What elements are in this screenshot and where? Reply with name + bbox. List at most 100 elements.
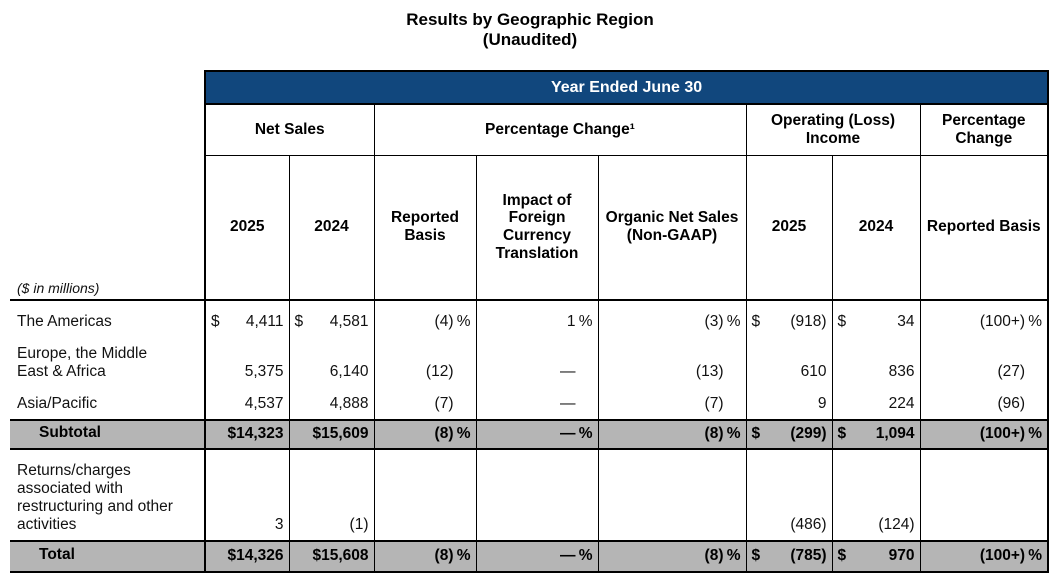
cell-value: — xyxy=(560,363,576,380)
cell-value: (100+) xyxy=(979,546,1026,564)
cell-value: (8) xyxy=(704,546,724,564)
cell-value: 1 xyxy=(566,313,576,330)
col-net-sales-2025: 2025 xyxy=(204,154,290,301)
page-title: Results by Geographic Region xyxy=(406,10,654,29)
cell-content: (124) xyxy=(838,516,915,534)
cell-net-sales-2025: $14,326 xyxy=(204,541,290,573)
dollar-sign: $ xyxy=(211,313,220,330)
cell-content: $ (299) xyxy=(752,425,827,443)
cell-oi-2024: $34 xyxy=(831,300,921,337)
cell-pct-fx-translation: —% xyxy=(475,541,599,573)
cell-value: — xyxy=(560,424,576,442)
cell-content: (7) xyxy=(380,395,471,413)
cell-oi-pct-reported-basis: (27) xyxy=(919,337,1050,387)
dollar-sign: $ xyxy=(837,546,847,564)
dollar-sign: $ xyxy=(751,313,761,330)
cell-value: (8) xyxy=(434,424,454,442)
cell-value: (12) xyxy=(425,363,454,380)
cell-net-sales-2024: (1) xyxy=(288,449,375,542)
percent-suffix: % xyxy=(1028,313,1043,330)
percent-suffix: % xyxy=(456,546,471,564)
cell-pct-organic-net-sales: (13) xyxy=(597,337,747,387)
cell-value: $15,609 xyxy=(312,424,369,442)
cell-oi-2025: 9 xyxy=(745,387,833,421)
cell-content: —% xyxy=(482,425,593,443)
cell-pct-fx-translation: —% xyxy=(475,420,599,450)
cell-oi-pct-reported-basis: (100+)% xyxy=(919,541,1050,573)
cell-value: (7) xyxy=(434,395,454,412)
cell-content: 4,537 xyxy=(211,395,284,413)
cell-value: (8) xyxy=(434,546,454,564)
percent-suffix: % xyxy=(578,546,593,564)
cell-value: (1) xyxy=(349,516,369,533)
cell-value: 224 xyxy=(888,395,915,412)
col-pct-fx-translation: Impact of Foreign Currency Translation xyxy=(475,154,599,301)
table-row: Total $14,326 $15,608 (8)% —% (8)% $ (785) $970(… xyxy=(10,541,1050,573)
cell-value: 3 xyxy=(274,516,284,533)
cell-value: $14,323 xyxy=(227,424,284,442)
cell-content: 5,375 xyxy=(211,363,284,381)
row-label: Subtotal xyxy=(10,420,205,450)
cell-value: 9 xyxy=(817,395,827,412)
cell-content: $34 xyxy=(838,313,915,331)
cell-content: $15,609 xyxy=(295,424,369,443)
cell-oi-pct-reported-basis: (100+)% xyxy=(919,420,1050,450)
row-label: Returns/charges associated with restruct… xyxy=(10,449,205,542)
cell-value: (124) xyxy=(878,516,915,533)
cell-value: 836 xyxy=(888,363,915,380)
cell-content: $ (785) xyxy=(752,547,827,565)
cell-content: $14,326 xyxy=(211,546,284,565)
cell-pct-fx-translation: — xyxy=(475,337,599,387)
cell-pct-fx-translation: — xyxy=(475,387,599,421)
cell-value: (918) xyxy=(790,313,827,330)
cell-content: 9 xyxy=(752,395,827,413)
cell-value: 34 xyxy=(897,313,915,330)
cell-value: $15,608 xyxy=(312,546,369,564)
cell-net-sales-2025: 5,375 xyxy=(204,337,290,387)
cell-pct-reported-basis: (12) xyxy=(373,337,477,387)
cell-content: —% xyxy=(482,547,593,565)
cell-value: (486) xyxy=(790,516,827,533)
row-label: Total xyxy=(10,541,205,573)
percent-suffix: % xyxy=(1028,546,1043,564)
cell-content: $15,608 xyxy=(295,546,369,565)
cell-value: 4,411 xyxy=(245,313,284,330)
cell-value: $14,326 xyxy=(227,546,284,564)
col-oi-2024: 2024 xyxy=(831,154,921,301)
title-block: Results by Geographic Region (Unaudited) xyxy=(0,10,1060,50)
cell-content: (486) xyxy=(752,516,827,534)
col-net-sales-2024: 2024 xyxy=(288,154,375,301)
cell-value: (13) xyxy=(695,363,724,380)
cell-content: 224 xyxy=(838,395,915,413)
cell-content: $14,323 xyxy=(211,424,284,443)
group-header-row: Net Sales Percentage Change¹ Operating (… xyxy=(10,103,1050,156)
cell-net-sales-2024: 4,888 xyxy=(288,387,375,421)
cell-value: 5,375 xyxy=(244,363,284,380)
banner-year-ended: Year Ended June 30 xyxy=(203,70,1050,105)
results-by-region-table: Year Ended June 30 Net Sales Percentage … xyxy=(10,70,1050,573)
spacer-cell xyxy=(10,71,205,104)
cell-content: — xyxy=(482,363,593,381)
cell-oi-pct-reported-basis: (96) xyxy=(919,387,1050,421)
cell-content: $ (918) xyxy=(752,313,827,331)
dollar-sign: $ xyxy=(751,424,761,442)
cell-content: (27) xyxy=(926,363,1043,381)
cell-net-sales-2025: 4,537 xyxy=(204,387,290,421)
row-label: Asia/Pacific xyxy=(10,387,205,421)
dollar-sign: $ xyxy=(294,313,304,330)
table-body: Year Ended June 30 Net Sales Percentage … xyxy=(10,70,1050,573)
percent-suffix: % xyxy=(456,424,471,442)
cell-pct-fx-translation: 1% xyxy=(475,300,599,337)
cell-content: — xyxy=(482,395,593,413)
cell-content: (7) xyxy=(604,395,741,413)
cell-content: 6,140 xyxy=(295,363,369,381)
cell-oi-2025: $ (918) xyxy=(745,300,833,337)
group-operating-loss-income: Operating (Loss) Income xyxy=(745,103,921,156)
cell-content: 836 xyxy=(838,363,915,381)
cell-value: (7) xyxy=(704,395,724,412)
cell-value: (27) xyxy=(997,363,1026,380)
cell-content: (8)% xyxy=(604,547,741,565)
dollar-sign: $ xyxy=(837,424,847,442)
cell-value: 4,888 xyxy=(329,395,369,412)
